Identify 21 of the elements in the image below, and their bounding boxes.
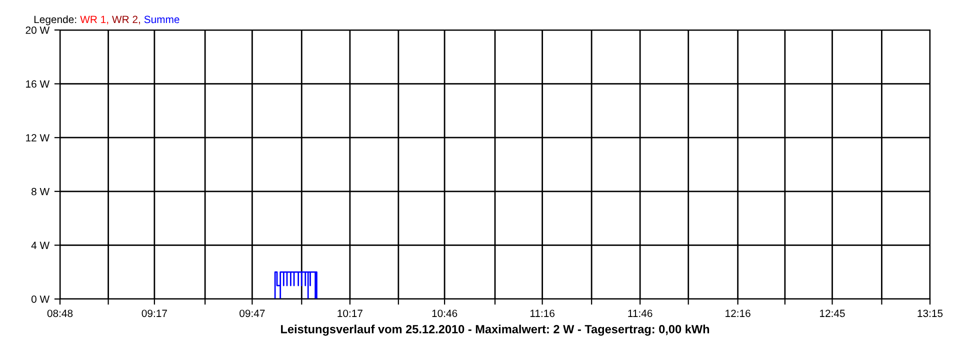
x-tick-label: 10:46	[432, 310, 458, 318]
y-tick-label: 20 W	[26, 26, 50, 34]
x-tick-label: 12:16	[726, 310, 750, 318]
y-tick-label: 16 W	[26, 80, 50, 88]
y-tick-label: 0 W	[31, 296, 50, 303]
x-tick-label: 11:46	[628, 310, 652, 318]
y-tick-label: 8 W	[32, 188, 50, 196]
legend-label: WR 2,	[112, 16, 140, 24]
x-tick-label: 13:15	[918, 310, 943, 318]
legend-title: Legende:	[34, 15, 76, 26]
legend-label: WR 1,	[80, 16, 108, 24]
x-tick-label: 09:47	[240, 310, 265, 318]
x-tick-label: 12:45	[820, 310, 845, 318]
x-axis-title: Leistungsverlauf vom 25.12.2010 - Maximalwert: 2 W - Tagesertrag: 0,00 kWh	[281, 324, 710, 336]
y-tick-label: 12 W	[26, 134, 50, 142]
x-tick-label: 10:17	[338, 310, 362, 318]
x-tick-label: 09:17	[142, 310, 167, 318]
y-tick-label: 4 W	[31, 242, 50, 249]
x-tick-label: 11:16	[530, 310, 555, 318]
x-tick-label: 08:48	[47, 310, 73, 318]
text: Summe	[144, 16, 180, 24]
